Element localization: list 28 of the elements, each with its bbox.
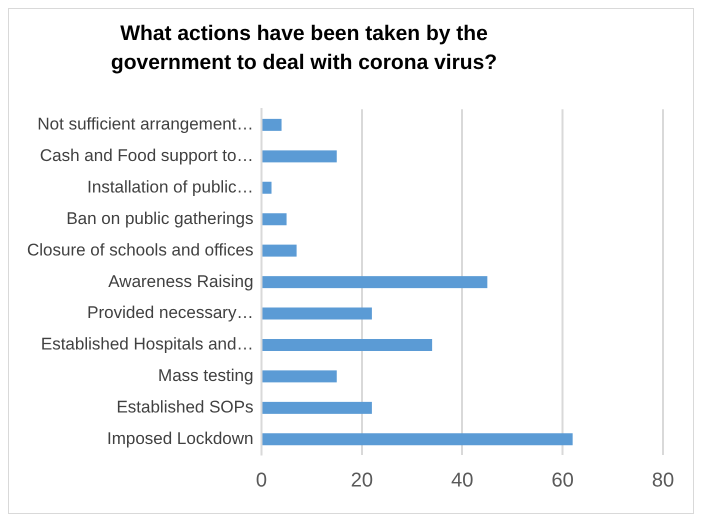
x-tick-label: 20: [350, 470, 373, 492]
bar: [262, 308, 372, 320]
y-tick-label: Ban on public gatherings: [66, 208, 254, 228]
y-tick-label: Imposed Lockdown: [106, 428, 254, 448]
x-tick-label: 0: [256, 470, 268, 492]
y-tick-label: Awareness Raising: [108, 272, 254, 291]
bar: [262, 118, 282, 131]
x-tick-label: 40: [451, 470, 474, 492]
bar: [262, 338, 432, 351]
bar: [262, 213, 287, 226]
bar: [262, 276, 488, 288]
y-tick-label: Established Hospitals and…: [40, 334, 254, 354]
bar: [262, 402, 372, 414]
bar: [262, 244, 297, 257]
bar: [262, 433, 573, 446]
chart-title: What actions have been taken by the government to deal with corona virus?: [110, 21, 498, 76]
bar: [262, 182, 272, 194]
y-tick-label: Closure of schools and offices: [26, 240, 254, 260]
y-tick-label: Cash and Food support to…: [40, 146, 254, 166]
y-tick-label: Established SOPs: [116, 398, 254, 417]
x-tick-label: 60: [551, 470, 574, 492]
y-tick-label: Provided necessary…: [87, 303, 254, 322]
y-tick-label: Mass testing: [158, 366, 254, 386]
x-tick-label: 80: [652, 470, 674, 492]
y-tick-label: Not sufficient arrangement…: [37, 114, 254, 134]
y-tick-label: Installation of public…: [87, 177, 254, 196]
bar: [262, 150, 337, 162]
bar: [262, 370, 337, 382]
